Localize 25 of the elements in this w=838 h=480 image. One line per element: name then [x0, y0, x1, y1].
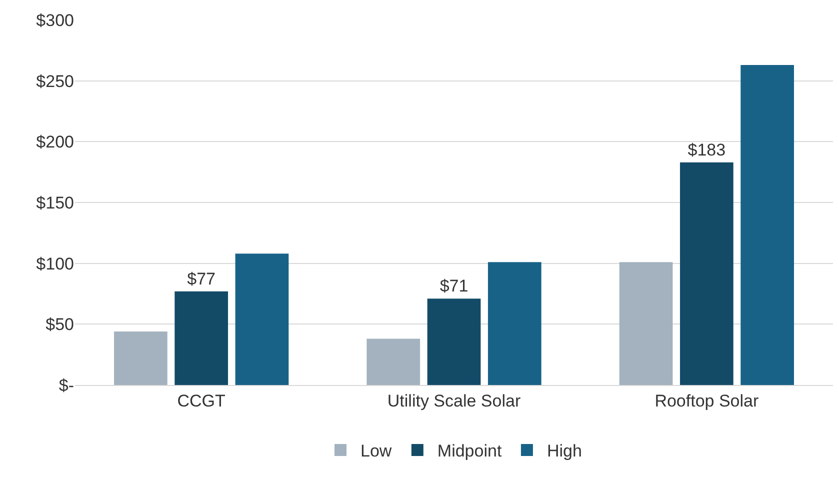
bar	[740, 65, 794, 385]
data-label: $71	[440, 276, 468, 296]
y-tick-label: $150	[36, 193, 74, 212]
bar	[235, 254, 289, 385]
y-tick-label: $300	[36, 10, 74, 30]
y-tick-label: $100	[36, 254, 74, 274]
x-tick-label: Rooftop Solar	[654, 391, 759, 410]
y-tick-label: $200	[36, 132, 74, 152]
data-label: $77	[187, 269, 216, 288]
bar	[114, 331, 168, 385]
bar	[488, 262, 542, 385]
bar	[619, 262, 673, 385]
y-tick-label: $50	[46, 315, 74, 334]
y-tick-label: $250	[36, 72, 74, 91]
bar	[174, 291, 228, 385]
x-tick-label: CCGT	[177, 391, 226, 410]
bar	[366, 338, 420, 385]
legend-label: Low	[360, 442, 392, 461]
x-tick-label: Utility Scale Solar	[387, 391, 521, 410]
bar	[427, 298, 481, 385]
legend-label: High	[546, 442, 582, 461]
y-tick-label: $-	[58, 376, 74, 395]
data-label: $183	[688, 140, 726, 160]
bar	[680, 162, 734, 385]
legend-label: Midpoint	[437, 442, 502, 461]
